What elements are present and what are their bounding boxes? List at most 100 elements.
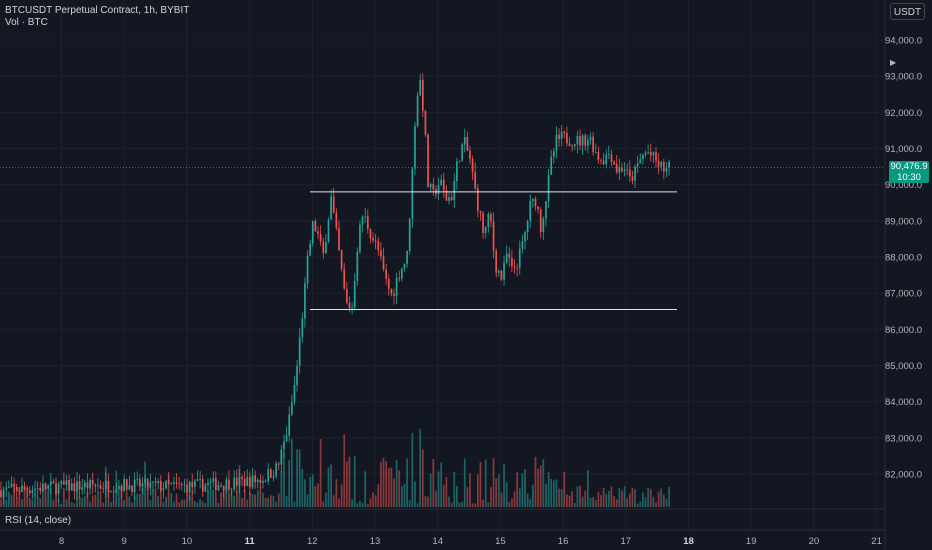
volume-bar [568,495,571,507]
volume-legend[interactable]: Vol · BTC [5,17,48,28]
candle-body [414,125,416,169]
volume-bar [631,487,634,507]
volume-bar [306,494,309,507]
price-tick-label: 94,000.0 [885,36,922,47]
volume-bar [264,497,267,507]
candle-body [440,179,443,186]
price-tick-label: 86,000.0 [885,325,922,336]
candle-body [516,267,518,269]
volume-bar [311,474,314,507]
candle-body [534,198,537,207]
candle-body [615,164,618,173]
volume-bar [112,500,115,507]
volume-bar [372,492,374,507]
time-tick-label: 12 [307,536,318,547]
candle-body [448,197,450,201]
candle-body [432,184,435,190]
candle-body [511,257,513,267]
volume-bar [31,499,34,507]
volume-bar [492,458,495,507]
volume-bar [356,503,359,507]
volume-bar [668,486,670,507]
candle-body [201,479,204,492]
time-axis[interactable]: 8 9 10 11 12 13 14 15 16 17 18 19 20 21 [59,536,882,547]
candle-body [157,480,160,484]
volume-bar [532,484,534,507]
volume-bar [382,457,385,507]
candle-body [387,278,390,289]
candle-body [199,479,201,480]
volume-bar [587,470,589,507]
candle-body [241,476,243,480]
candle-body [330,196,332,220]
horizontal-levels[interactable] [310,191,677,310]
candle-body [18,491,21,492]
time-tick-label: 11 [245,536,256,547]
candle-body [429,184,432,188]
volume-bar [395,460,398,507]
candle-body [401,268,403,279]
candle-body [68,480,70,491]
volume-bar [500,492,503,507]
volume-bar [592,497,594,507]
candle-body [579,136,581,146]
candle-body [380,250,382,257]
volume-bar [621,490,623,507]
volume-bar [456,486,458,507]
candle-body [505,253,508,263]
candle-body [112,491,115,493]
volume-bar [476,474,479,507]
volume-bar [495,478,498,507]
candle-body [471,158,474,172]
volume-bar [398,470,401,507]
price-axis[interactable]: 82,000.0 83,000.0 84,000.0 85,000.0 86,000.0… [885,36,922,481]
candle-body [63,481,65,485]
candle-body [118,485,120,490]
volume-bar [94,494,97,507]
candle-body [76,481,78,492]
volume-bar [5,499,8,507]
time-tick-label: 18 [683,536,694,547]
volume-bar [552,480,555,507]
volume-bar [230,490,233,507]
volume-bar [340,484,343,507]
candle-body [254,475,256,482]
volume-bar [63,487,65,507]
candle-body [120,485,123,491]
candle-body [204,485,207,492]
candle-body [411,168,414,219]
volume-bar [411,433,414,507]
symbol-legend[interactable]: BTCUSDT Perpetual Contract, 1h, BYBIT [5,5,190,16]
candle-body [275,463,277,476]
volume-bar [445,477,448,507]
candle-body [47,485,50,489]
volume-bar [607,491,610,507]
candle-body [445,190,448,201]
volume-bar [636,503,639,507]
volume-bar [385,461,387,507]
volume-bar [199,499,201,507]
candle-body [474,171,477,189]
price-tick-label: 90,000.0 [885,180,922,191]
time-tick-label: 16 [558,536,569,547]
candle-body [369,229,372,239]
candle-body [228,479,230,490]
volume-bar [403,483,406,507]
rsi-legend[interactable]: RSI (14, close) [5,515,72,526]
volume-bar [364,471,367,507]
volume-bar [534,456,537,507]
volume-bar [317,483,319,507]
volume-bar [576,486,579,507]
volume-bar [584,490,587,507]
volume-bar [225,487,228,507]
volume-bar [327,467,330,507]
scale-arrow-icon[interactable]: ▶ [890,58,897,67]
candle-body [427,134,429,188]
candlesticks [0,73,670,505]
volume-bar [618,488,621,507]
candle-body [97,485,99,487]
candle-body [152,481,154,483]
volume-bar [42,489,44,507]
currency-selector[interactable]: USDT [890,3,925,20]
